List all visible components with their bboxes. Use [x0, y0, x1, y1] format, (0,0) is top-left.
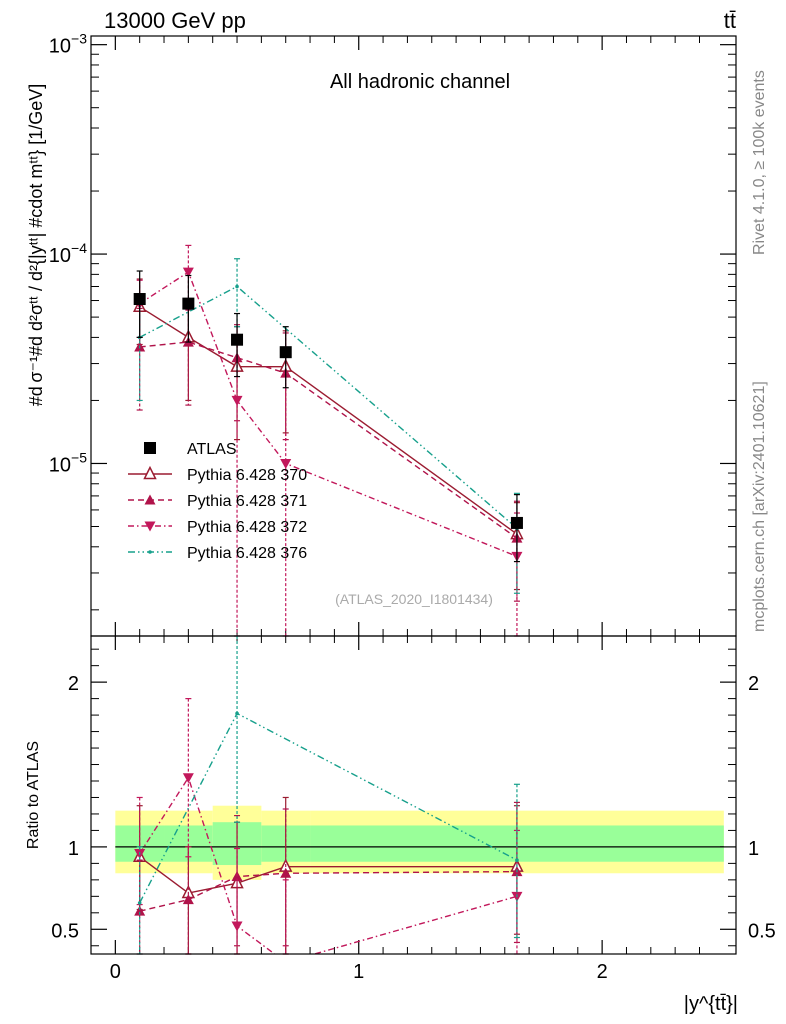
- x-tick-label: 0: [110, 961, 121, 983]
- x-axis-title: |y^{tt̄}|: [684, 993, 738, 1015]
- main-y-tick-label: 10−3: [49, 31, 87, 58]
- main-plot-panel: 10−3 10−4 10−5 All hadronic channel (ATLAS…: [26, 31, 737, 637]
- ratio-y-tick-label-right: 0.5: [748, 920, 776, 942]
- ratio-plot-frame: [90, 635, 737, 955]
- ratio-plot-series: [132, 635, 524, 955]
- pythia-372-marker: [144, 521, 156, 532]
- pythia-372-marker: [182, 773, 194, 784]
- legend-label-pythia-6-428-370: Pythia 6.428 370: [187, 467, 307, 484]
- ratio-y-tick-label-left: 2: [68, 673, 79, 695]
- ratio-y-tick-label-right: 2: [748, 673, 759, 695]
- main-plot-ticks: 10−3 10−4 10−5: [49, 31, 736, 636]
- pythia-376-marker: [235, 711, 239, 716]
- atlas-data-marker: [133, 293, 146, 306]
- main-y-axis-title: #d σ⁻¹#d d²σᵗᵗ / d²{|yᵗᵗ| #cdot mᵗᵗ} [1/…: [26, 84, 46, 407]
- atlas-data-marker: [182, 297, 195, 310]
- legend-label-pythia-6-428-371: Pythia 6.428 371: [187, 493, 307, 510]
- pythia-372-marker: [231, 921, 243, 932]
- rivet-version-label: Rivet 4.1.0, ≥ 100k events: [751, 70, 768, 255]
- pythia-372-marker: [280, 458, 292, 469]
- pythia-371-marker: [134, 905, 146, 916]
- pythia-371-marker: [144, 494, 156, 505]
- ratio-plot-ticks: 0.5 0.5 1 1 2 2 0 1 2: [51, 636, 776, 983]
- legend-label-pythia-6-428-372: Pythia 6.428 372: [187, 519, 307, 536]
- ratio-uncertainty-bands: [115, 805, 724, 880]
- analysis-id-label: (ATLAS_2020_I1801434): [335, 591, 493, 607]
- header-energy-label: 13000 GeV pp: [104, 8, 246, 33]
- ratio-y-axis-title: Ratio to ATLAS: [25, 741, 42, 849]
- pythia-376-marker: [235, 284, 239, 289]
- pythia-372-marker: [182, 267, 194, 278]
- pythia-6-428-376-line: [139, 712, 518, 904]
- atlas-data-marker: [510, 516, 523, 529]
- pythia-371-marker: [182, 894, 194, 905]
- pythia-372-marker: [231, 395, 243, 406]
- ratio-y-tick-label-right: 1: [748, 838, 759, 860]
- legend: ATLAS Pythia 6.428 370 Pythia 6.428 371 Pyt…: [128, 441, 307, 562]
- atlas-data-marker: [231, 333, 244, 346]
- main-plot-title: All hadronic channel: [330, 71, 510, 93]
- pythia-6-428-372-line: [139, 271, 518, 558]
- main-y-tick-label: 10−4: [49, 240, 87, 267]
- atlas-data-marker: [144, 442, 156, 454]
- ratio-y-tick-label-left: 0.5: [51, 920, 79, 942]
- pythia-371-marker: [280, 867, 292, 878]
- legend-label-atlas: ATLAS: [187, 441, 237, 458]
- legend-label-pythia-6-428-376: Pythia 6.428 376: [187, 545, 307, 562]
- mcplots-source-label: mcplots.cern.ch [arXiv:2401.10621]: [751, 381, 768, 632]
- main-y-tick-label: 10−5: [49, 449, 87, 476]
- pythia-376-marker: [148, 550, 152, 554]
- ratio-plot-panel: 0.5 0.5 1 1 2 2 0 1 2 Ratio to ATLAS |y^{tt̄}|: [25, 635, 776, 1015]
- pythia-376-marker: [515, 858, 519, 862]
- header-process-label: tt̄: [724, 8, 736, 33]
- main-plot-series: [132, 244, 524, 637]
- pythia-370-marker: [143, 465, 157, 480]
- ratio-y-tick-label-left: 1: [68, 838, 79, 860]
- atlas-data-marker: [279, 346, 292, 359]
- x-tick-label: 1: [353, 961, 364, 983]
- pythia-376-marker: [137, 901, 142, 905]
- x-tick-label: 2: [597, 961, 608, 983]
